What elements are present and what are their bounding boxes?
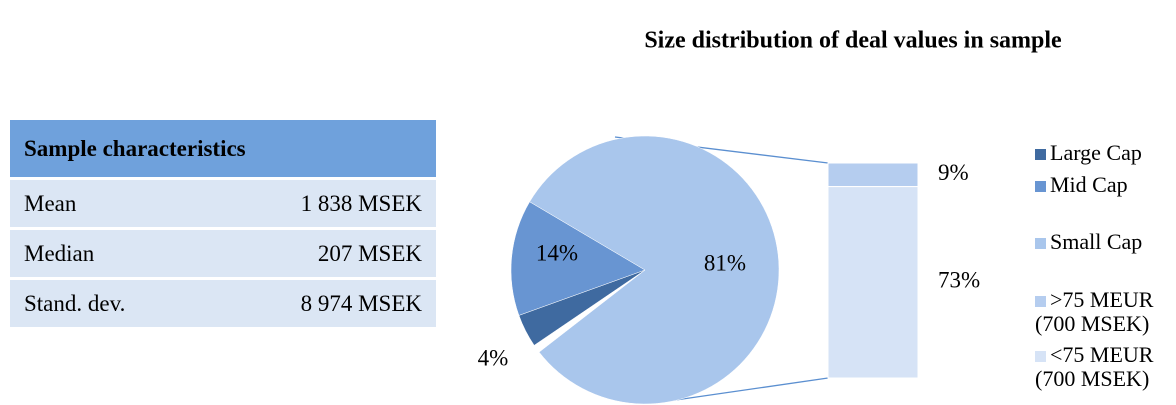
legend-marker (1035, 149, 1046, 160)
legend-marker (1035, 351, 1046, 362)
pie-slice (510, 201, 646, 316)
legend-label: Mid Cap (1050, 172, 1128, 197)
cell: Mean (10, 177, 208, 229)
legend-label: Large Cap (1050, 140, 1142, 165)
chart-title: Size distribution of deal values in samp… (644, 28, 1062, 54)
cell: 8 974 MSEK (207, 277, 436, 327)
bar-segment (827, 162, 919, 188)
connector (654, 377, 829, 404)
cell: Stand. dev. (10, 277, 208, 327)
characteristics-table: Sample characteristics Mean 1 838 MSEK Me… (10, 120, 436, 327)
legend-marker (1035, 296, 1046, 307)
legend-entry: <75 MEUR (700 MSEK) (1035, 343, 1175, 391)
data-label: 73% (938, 268, 980, 293)
legend-marker (1035, 181, 1046, 192)
data-label: 4% (478, 345, 509, 370)
legend-entry: Mid Cap (1035, 173, 1175, 197)
cell: 207 MSEK (207, 227, 436, 279)
legend-label: <75 MEUR (700 MSEK) (1035, 342, 1154, 391)
data-label: 81% (704, 250, 746, 275)
cell: 1 838 MSEK (207, 177, 436, 229)
bar-segment (827, 186, 919, 379)
legend-entry: Small Cap (1035, 230, 1175, 254)
table-header: Sample characteristics (10, 120, 436, 179)
cell: Median (10, 227, 208, 279)
legend-entry: >75 MEUR (700 MSEK) (1035, 288, 1175, 336)
data-label: 9% (938, 160, 969, 185)
pie-slice (529, 135, 780, 405)
legend-marker (1035, 238, 1046, 249)
legend-label: Small Cap (1050, 229, 1143, 254)
data-label: 14% (536, 240, 578, 265)
legend-entry: Large Cap (1035, 141, 1175, 165)
legend-label: >75 MEUR (700 MSEK) (1035, 287, 1154, 336)
